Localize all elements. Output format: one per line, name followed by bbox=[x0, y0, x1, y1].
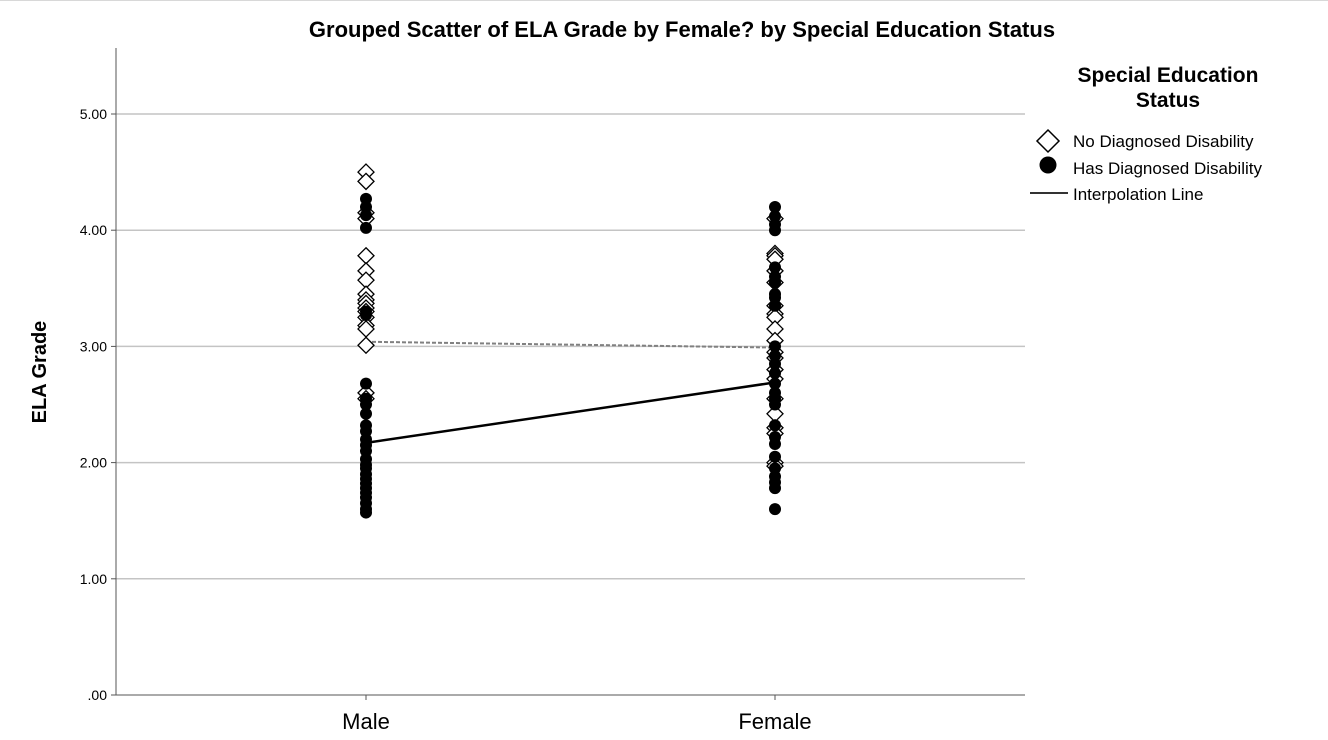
data-point-has-disability bbox=[769, 340, 781, 353]
chart-title: Grouped Scatter of ELA Grade by Female? … bbox=[309, 17, 1055, 42]
x-axis-ticks: Male Female bbox=[342, 695, 812, 734]
data-point-has-disability bbox=[769, 398, 781, 411]
top-border bbox=[0, 0, 1328, 1]
data-point-has-disability bbox=[360, 377, 372, 390]
data-point-has-disability bbox=[360, 398, 372, 411]
data-point-has-disability bbox=[769, 357, 781, 370]
data-point-has-disability bbox=[769, 419, 781, 432]
interpolation-lines bbox=[365, 340, 776, 445]
y-axis-label: ELA Grade bbox=[29, 321, 51, 424]
y-axis-ticks: .00 1.00 2.00 3.00 4.00 5.00 bbox=[80, 106, 116, 703]
data-point-has-disability bbox=[769, 482, 781, 495]
data-point-has-disability bbox=[769, 261, 781, 274]
legend-entry-has-disability: Has Diagnosed Disability bbox=[1073, 159, 1262, 178]
data-point-has-disability bbox=[360, 221, 372, 234]
legend: Special Education Status No Diagnosed Di… bbox=[1030, 64, 1262, 204]
interpolation-line bbox=[365, 381, 776, 445]
legend-diamond-marker bbox=[1035, 128, 1061, 154]
data-point-has-disability bbox=[769, 377, 781, 390]
data-point-has-disability bbox=[360, 309, 372, 322]
data-point-has-disability bbox=[769, 503, 781, 516]
y-tick-label: .00 bbox=[88, 687, 108, 703]
y-tick-label: 4.00 bbox=[80, 222, 107, 238]
data-points bbox=[357, 163, 784, 519]
legend-title-line-2: Status bbox=[1136, 89, 1200, 112]
data-point-has-disability bbox=[769, 299, 781, 312]
data-point-has-disability bbox=[769, 276, 781, 289]
data-point-has-disability bbox=[360, 506, 372, 519]
data-point-has-disability bbox=[769, 224, 781, 237]
data-point-no-disability bbox=[357, 336, 375, 355]
interpolation-line bbox=[365, 340, 776, 349]
data-point-has-disability bbox=[360, 209, 372, 222]
data-point-has-disability bbox=[769, 200, 781, 213]
gridlines bbox=[116, 113, 1025, 580]
legend-title-line-1: Special Education bbox=[1078, 64, 1259, 87]
data-point-has-disability bbox=[769, 367, 781, 380]
y-tick-label: 5.00 bbox=[80, 106, 107, 122]
data-point-no-disability bbox=[357, 172, 375, 191]
legend-circle-marker bbox=[1039, 156, 1057, 174]
legend-entry-interpolation: Interpolation Line bbox=[1073, 185, 1203, 204]
legend-entry-no-disability: No Diagnosed Disability bbox=[1073, 132, 1254, 151]
y-tick-label: 3.00 bbox=[80, 338, 107, 354]
x-tick-label: Male bbox=[342, 709, 390, 734]
data-point-no-disability bbox=[357, 246, 375, 265]
data-point-has-disability bbox=[769, 450, 781, 463]
data-point-has-disability bbox=[769, 438, 781, 451]
y-tick-label: 2.00 bbox=[80, 455, 107, 471]
x-tick-label: Female bbox=[738, 709, 811, 734]
data-point-has-disability bbox=[360, 407, 372, 420]
y-tick-label: 1.00 bbox=[80, 571, 107, 587]
